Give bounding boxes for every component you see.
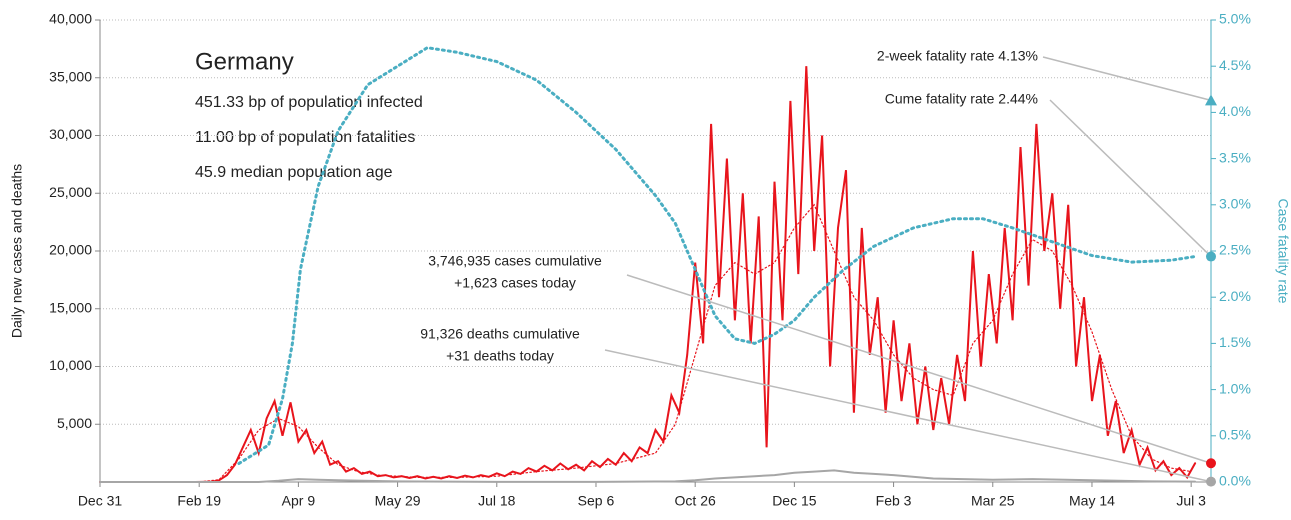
y2-tick-label: 2.0% <box>1219 288 1251 304</box>
marker <box>1205 94 1217 106</box>
x-tick-label: May 29 <box>375 493 421 509</box>
series-line <box>99 66 1197 483</box>
x-tick-label: Oct 26 <box>675 493 716 509</box>
y-tick-label: 15,000 <box>49 299 92 315</box>
annotation: +31 deaths today <box>446 348 554 364</box>
chart-title: Germany <box>195 48 294 75</box>
series-line <box>237 46 1197 465</box>
info-line: 451.33 bp of population infected <box>195 94 423 111</box>
y2-tick-label: 5.0% <box>1219 11 1251 27</box>
series-line <box>99 203 1192 483</box>
marker <box>1206 458 1216 469</box>
y2-tick-label: 4.0% <box>1219 103 1251 119</box>
marker <box>1206 476 1216 487</box>
annotation: Cume fatality rate 2.44% <box>885 91 1038 107</box>
leader-line <box>1049 99 1212 258</box>
y2-tick-label: 3.5% <box>1219 149 1251 165</box>
y-tick-label: 20,000 <box>49 242 92 258</box>
y2-axis-label: Case fatality rate <box>1275 198 1291 303</box>
y-tick-label: 40,000 <box>49 11 92 27</box>
x-tick-label: Sep 6 <box>578 493 615 509</box>
y-tick-label: 10,000 <box>49 357 92 373</box>
y-tick-label: 25,000 <box>49 184 92 200</box>
series-line <box>99 469 1197 483</box>
y2-tick-label: 4.5% <box>1219 57 1251 73</box>
y2-tick-label: 0.0% <box>1219 473 1251 489</box>
y-axis-label: Daily new cases and deaths <box>9 164 25 338</box>
y2-tick-label: 3.0% <box>1219 196 1251 212</box>
info-line: 11.00 bp of population fatalities <box>195 129 415 146</box>
x-tick-label: Apr 9 <box>282 493 316 509</box>
x-tick-label: Dec 15 <box>772 493 817 509</box>
annotation: +1,623 cases today <box>454 275 576 291</box>
leader-line <box>626 274 1212 464</box>
x-tick-label: Feb 19 <box>177 493 221 509</box>
y2-tick-label: 1.5% <box>1219 334 1251 350</box>
annotation: 3,746,935 cases cumulative <box>428 253 602 269</box>
x-tick-label: May 14 <box>1069 493 1115 509</box>
x-tick-label: Mar 25 <box>971 493 1015 509</box>
y2-tick-label: 2.5% <box>1219 242 1251 258</box>
y-tick-label: 5,000 <box>57 415 92 431</box>
x-tick-label: Dec 31 <box>78 493 123 509</box>
info-line: 45.9 median population age <box>195 164 393 181</box>
leader-line <box>1042 56 1212 102</box>
annotation: 91,326 deaths cumulative <box>420 326 580 342</box>
y-tick-label: 35,000 <box>49 68 92 84</box>
y-tick-label: 30,000 <box>49 126 92 142</box>
x-tick-label: Jul 18 <box>478 493 516 509</box>
leader-line <box>604 349 1212 483</box>
y2-tick-label: 0.5% <box>1219 427 1251 443</box>
x-tick-label: Jul 3 <box>1176 493 1206 509</box>
y2-tick-label: 1.0% <box>1219 380 1251 396</box>
annotation: 2-week fatality rate 4.13% <box>877 48 1038 64</box>
x-tick-label: Feb 3 <box>876 493 912 509</box>
marker <box>1206 251 1216 262</box>
